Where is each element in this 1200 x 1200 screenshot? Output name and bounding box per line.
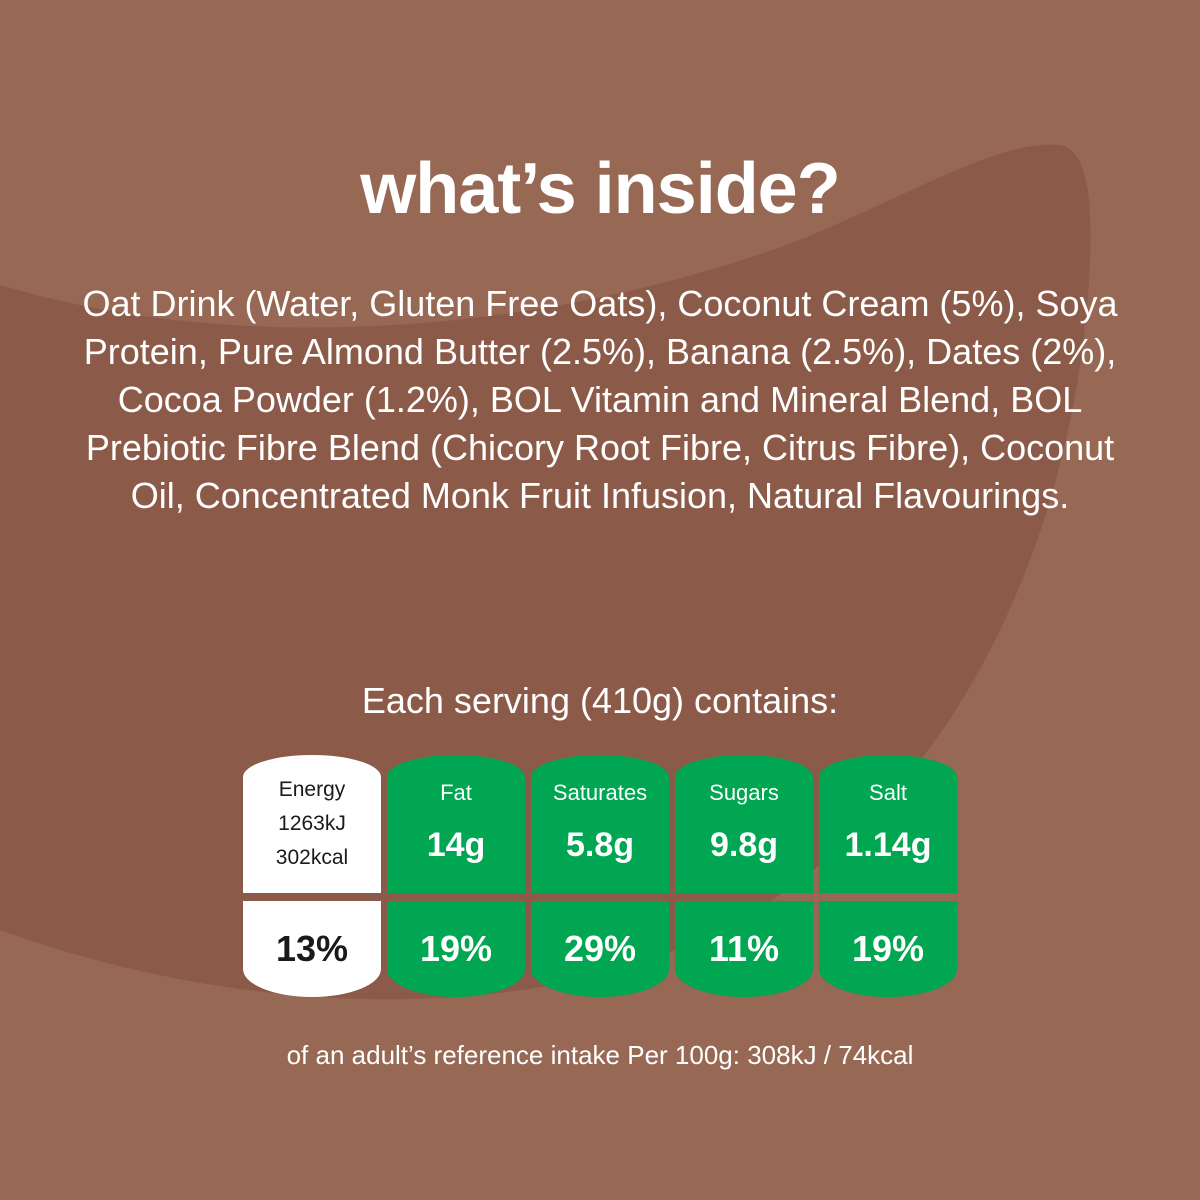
nutrient-percent: 19% [387, 901, 525, 997]
energy-name: Energy [278, 778, 346, 801]
nutrient-percent: 19% [819, 901, 957, 997]
energy-kcal: 302kcal [275, 846, 349, 869]
ingredients-text: Oat Drink (Water, Gluten Free Oats), Coc… [82, 283, 1118, 516]
nutrient-percent: 29% [531, 901, 669, 997]
sugars-label: Sugars 9.8g 11% [675, 755, 813, 997]
nutrient-amount: 9.8g [709, 825, 779, 864]
energy-percent: 13% [243, 901, 381, 997]
fat-label: Fat 14g 19% [387, 755, 525, 997]
nutrient-name: Saturates [552, 779, 648, 805]
energy-kj: 1263kJ [278, 812, 346, 835]
serving-text: Each serving (410g) contains: [361, 680, 839, 721]
nutrient-name: Fat [440, 779, 472, 805]
nutrient-percent: 11% [675, 901, 813, 997]
saturates-label: Saturates 5.8g 29% [531, 755, 669, 997]
energy-label: Energy 1263kJ 302kcal 13% [243, 755, 381, 997]
page-title: what’s inside? [360, 149, 840, 229]
reference-intake-note: of an adult’s reference intake Per 100g:… [286, 1040, 914, 1070]
nutrient-amount: 1.14g [844, 825, 932, 864]
nutrient-name: Salt [869, 779, 907, 805]
nutrition-labels: Energy 1263kJ 302kcal 13% Fat 14g 19% Sa… [243, 755, 957, 997]
nutrient-amount: 14g [426, 825, 486, 864]
nutrient-name: Sugars [709, 779, 779, 805]
nutrient-amount: 5.8g [565, 825, 635, 864]
salt-label: Salt 1.14g 19% [819, 755, 957, 997]
